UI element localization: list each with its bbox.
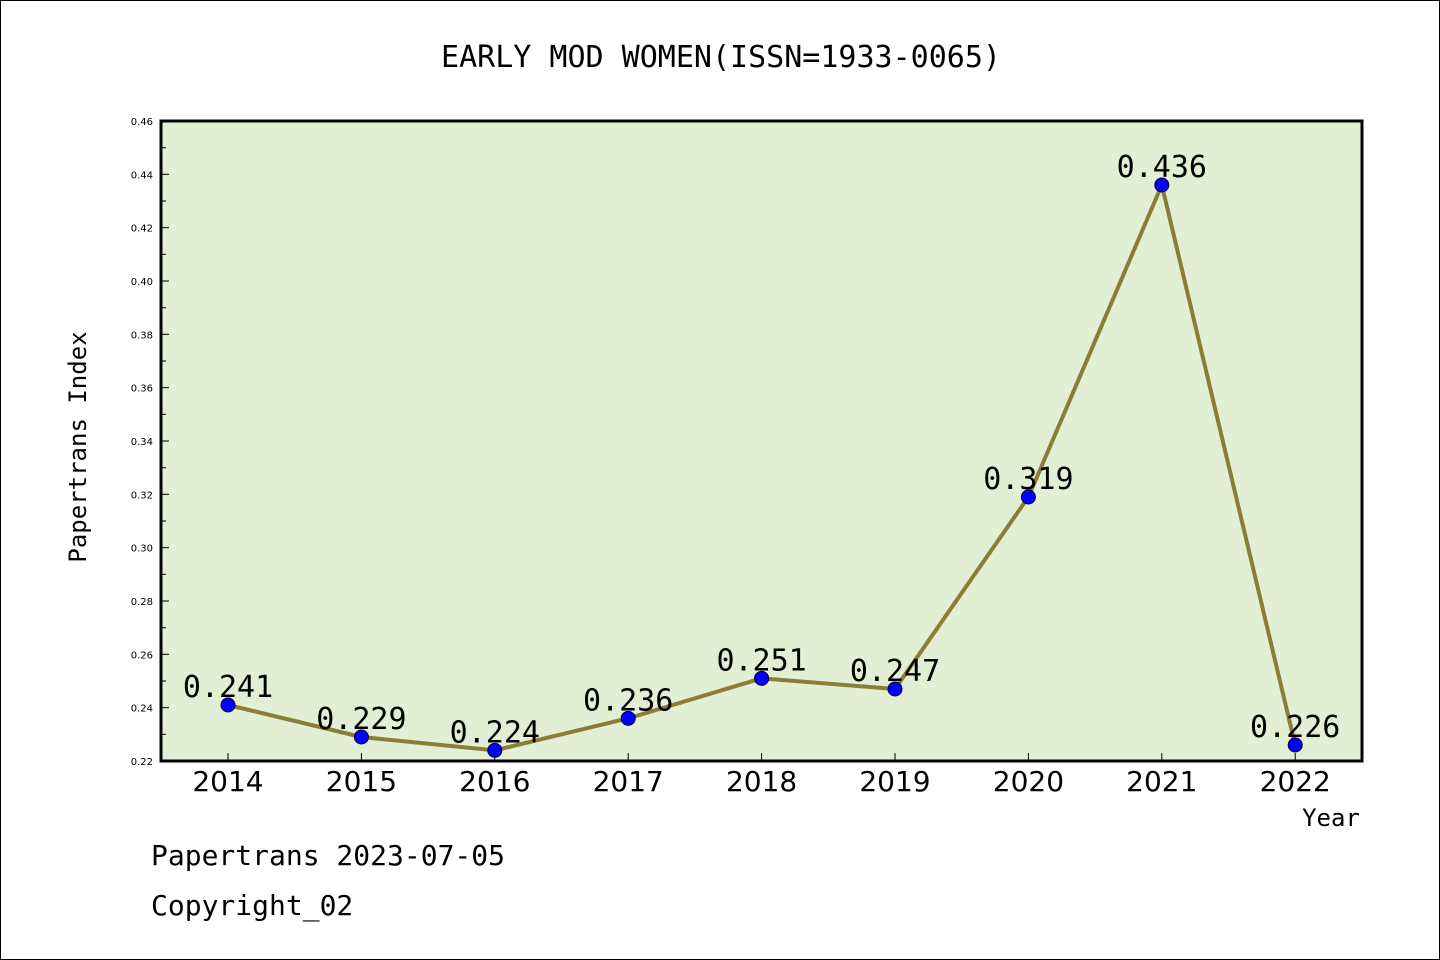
y-tick-label: 0.36 bbox=[131, 384, 153, 395]
y-tick-label: 0.26 bbox=[131, 650, 153, 661]
x-tick-label: 2020 bbox=[993, 765, 1064, 798]
x-tick-label: 2018 bbox=[726, 765, 797, 798]
data-label: 0.226 bbox=[1250, 710, 1340, 745]
data-point bbox=[1287, 737, 1303, 753]
y-tick-label: 0.28 bbox=[131, 597, 153, 608]
y-tick-label: 0.42 bbox=[131, 224, 153, 235]
x-tick-label: 2022 bbox=[1260, 765, 1331, 798]
data-label: 0.224 bbox=[450, 715, 540, 750]
x-tick-label: 2016 bbox=[459, 765, 530, 798]
data-point bbox=[1154, 177, 1170, 193]
x-tick-label: 2014 bbox=[192, 765, 263, 798]
y-tick-label: 0.34 bbox=[131, 437, 153, 448]
chart-title: EARLY MOD WOMEN(ISSN=1933-0065) bbox=[441, 40, 1001, 75]
x-axis: 2014 2015 2016 2017 2018 2019 2020 2021 2022 bbox=[192, 753, 1331, 798]
data-label: 0.251 bbox=[716, 643, 806, 678]
x-tick-label: 2015 bbox=[326, 765, 397, 798]
x-tick-label: 2021 bbox=[1126, 765, 1197, 798]
data-label: 0.236 bbox=[583, 683, 673, 718]
y-tick-label: 0.32 bbox=[131, 490, 153, 501]
plot-area bbox=[161, 121, 1362, 761]
footer-date: Papertrans 2023-07-05 bbox=[151, 839, 505, 872]
y-tick-label: 0.38 bbox=[131, 330, 153, 341]
x-tick-label: 2019 bbox=[859, 765, 930, 798]
data-point bbox=[754, 670, 770, 686]
plot-border bbox=[159, 119, 1364, 763]
y-tick-label: 0.46 bbox=[131, 117, 153, 128]
y-tick-label: 0.40 bbox=[131, 277, 153, 288]
data-label: 0.241 bbox=[183, 670, 273, 705]
x-axis-label: Year bbox=[1302, 804, 1360, 832]
data-labels: 0.241 0.229 0.224 0.236 0.251 0.247 0.319 0.436… bbox=[183, 150, 1341, 750]
y-tick-label: 0.24 bbox=[131, 704, 153, 715]
series-layer bbox=[220, 177, 1303, 758]
x-tick-label: 2017 bbox=[593, 765, 664, 798]
y-tick-label: 0.22 bbox=[131, 757, 153, 768]
data-point bbox=[220, 697, 236, 713]
data-label: 0.229 bbox=[316, 702, 406, 737]
data-point bbox=[487, 742, 503, 758]
data-label: 0.247 bbox=[850, 654, 940, 689]
data-point bbox=[887, 681, 903, 697]
data-point bbox=[620, 710, 636, 726]
data-point bbox=[353, 729, 369, 745]
y-tick-label: 0.30 bbox=[131, 544, 153, 555]
data-label: 0.436 bbox=[1117, 150, 1207, 185]
data-label: 0.319 bbox=[983, 462, 1073, 497]
y-axis-label: Papertrans Index bbox=[64, 331, 92, 562]
y-tick-label: 0.44 bbox=[131, 170, 153, 181]
footer-copyright: Copyright_02 bbox=[151, 889, 353, 923]
data-point bbox=[1020, 489, 1036, 505]
